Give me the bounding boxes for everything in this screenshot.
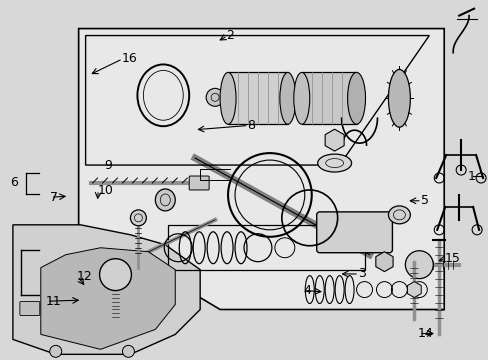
Ellipse shape [293,72,309,124]
Circle shape [405,251,432,279]
FancyBboxPatch shape [301,72,356,124]
Circle shape [206,88,224,106]
Text: 16: 16 [122,52,137,65]
Text: 10: 10 [97,184,113,197]
FancyBboxPatch shape [189,176,209,190]
Text: 5: 5 [420,194,428,207]
Text: 14: 14 [417,327,433,340]
Polygon shape [41,248,175,349]
Circle shape [130,210,146,226]
Text: 12: 12 [76,270,92,283]
Text: 11: 11 [46,295,61,308]
FancyBboxPatch shape [20,302,40,315]
Ellipse shape [220,72,236,124]
Text: 8: 8 [247,119,255,132]
Text: 6: 6 [10,176,18,189]
Polygon shape [13,225,200,354]
Text: 2: 2 [226,29,234,42]
Ellipse shape [279,72,295,124]
Text: 7: 7 [50,191,58,204]
Text: 4: 4 [303,284,310,297]
Text: 1: 1 [467,170,474,183]
Text: 3: 3 [357,267,365,280]
FancyBboxPatch shape [316,212,392,253]
Ellipse shape [155,189,175,211]
Ellipse shape [347,72,365,124]
Text: 15: 15 [443,252,459,265]
Text: 13: 13 [117,267,132,280]
Ellipse shape [387,206,409,224]
Polygon shape [79,28,443,310]
Circle shape [122,345,134,357]
Ellipse shape [387,69,409,127]
FancyBboxPatch shape [227,72,287,124]
Ellipse shape [317,154,351,172]
Circle shape [50,345,61,357]
Text: 9: 9 [104,159,112,172]
Circle shape [100,259,131,291]
